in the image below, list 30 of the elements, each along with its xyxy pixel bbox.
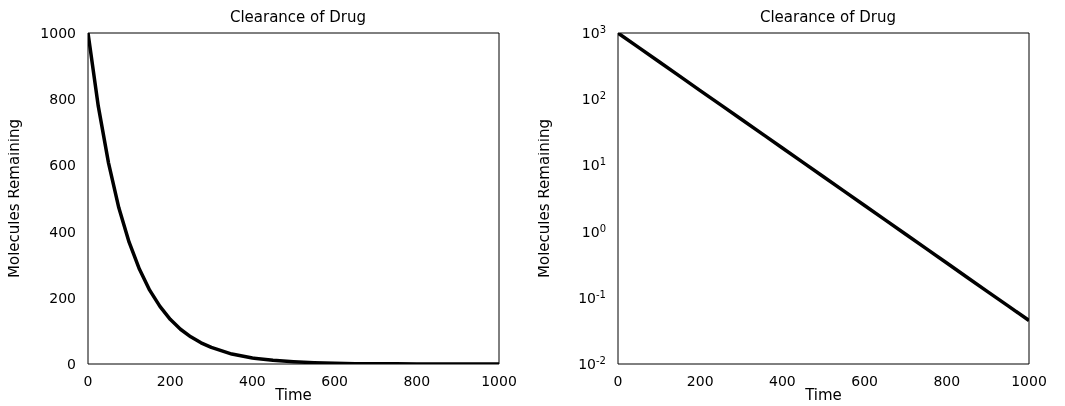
x-tick-label: 0	[613, 373, 623, 389]
y-tick-label: 10$^{-2}$	[578, 354, 606, 372]
y-tick-label: 1000	[40, 25, 76, 41]
y-tick-label: 600	[49, 157, 76, 174]
x-tick-label: 1000	[481, 373, 517, 389]
y-tick-label: 10$^{3}$	[581, 23, 606, 41]
y-tick-label: 400	[49, 223, 76, 240]
y-tick-label: 200	[49, 289, 76, 306]
x-tick-label: 200	[686, 373, 714, 389]
y-axis-title: Molecules Remaining	[5, 119, 24, 278]
x-tick-label: 600	[321, 373, 348, 389]
chart-title: Clearance of Drug	[758, 8, 898, 26]
y-tick-label: 10$^{1}$	[581, 155, 606, 174]
y-tick-label: 10$^{2}$	[581, 89, 606, 108]
x-tick-label: 200	[156, 373, 184, 389]
x-tick-label: 800	[933, 373, 961, 389]
x-tick-label: 0	[83, 373, 93, 389]
x-axis-title: Time	[804, 386, 842, 404]
y-tick-label: 10$^{0}$	[581, 222, 606, 240]
y-tick-label: 0	[67, 356, 76, 372]
y-tick-label: 800	[49, 91, 76, 108]
x-tick-label: 400	[769, 373, 796, 389]
x-axis-title: Time	[274, 386, 312, 404]
y-tick-label: 10$^{-1}$	[578, 288, 606, 306]
x-tick-label: 1000	[1011, 373, 1047, 389]
y-axis-title: Molecules Remaining	[535, 119, 554, 278]
chart-title: Clearance of Drug	[228, 8, 368, 26]
x-tick-label: 600	[851, 373, 878, 389]
x-tick-label: 400	[239, 373, 266, 389]
x-tick-label: 800	[403, 373, 431, 389]
